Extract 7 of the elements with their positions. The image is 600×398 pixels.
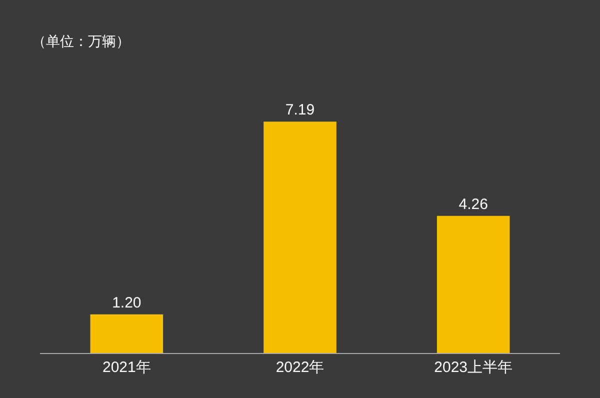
data-label: 4.26	[458, 196, 488, 213]
x-tick-label: 2022年	[276, 359, 324, 376]
data-label: 7.19	[285, 102, 315, 119]
x-tick-label: 2021年	[102, 359, 151, 376]
data-label: 1.20	[112, 294, 142, 312]
text: （单位：万辆）	[32, 33, 130, 49]
x-tick-label: 2023上半年	[434, 359, 513, 376]
